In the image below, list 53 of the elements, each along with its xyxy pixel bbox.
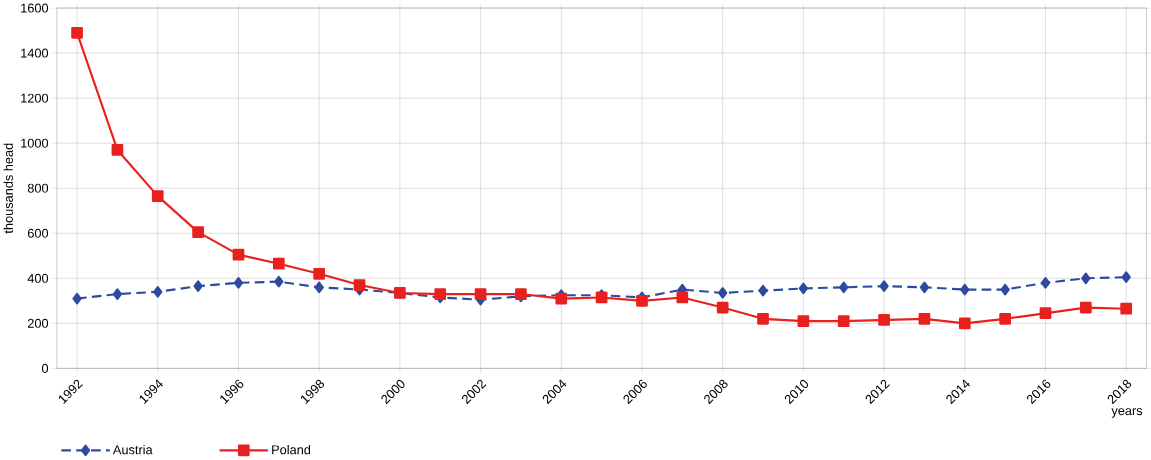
y-tick-label: 1200 [21, 93, 49, 103]
point [193, 280, 203, 293]
point [839, 281, 849, 294]
point [1121, 271, 1131, 284]
legend-label: Poland [272, 444, 311, 455]
point [798, 282, 809, 295]
point [878, 314, 890, 326]
point [716, 301, 729, 314]
point [313, 267, 326, 280]
legend-label: Austria [112, 444, 153, 455]
point [837, 315, 850, 327]
point [274, 275, 284, 288]
point [314, 281, 324, 294]
y-tick-label: 800 [27, 183, 49, 193]
point [111, 144, 124, 156]
point [192, 226, 204, 238]
point [757, 312, 769, 325]
point [879, 280, 889, 293]
point [1039, 307, 1052, 320]
point [1040, 276, 1051, 289]
y-tick-label: 0 [42, 363, 49, 373]
point [718, 287, 728, 299]
point [72, 292, 82, 305]
point [233, 276, 244, 289]
point [1000, 283, 1010, 296]
x-axis-title: years [1111, 408, 1143, 418]
point [1120, 302, 1133, 315]
point [958, 317, 971, 330]
y-tick-label: 1600 [21, 3, 49, 13]
point [153, 285, 163, 298]
point [151, 190, 164, 202]
y-tick-label: 1400 [21, 48, 49, 58]
point [999, 312, 1011, 325]
point [272, 257, 285, 270]
y-tick-label: 200 [27, 318, 49, 328]
y-tick-label: 1000 [21, 138, 49, 148]
point [232, 248, 245, 261]
point [71, 26, 83, 39]
point [676, 291, 689, 304]
point [919, 281, 930, 294]
point [112, 288, 123, 300]
point [1079, 301, 1092, 314]
point [797, 315, 810, 327]
point [353, 279, 366, 291]
point [434, 288, 447, 300]
y-tick-label: 600 [27, 228, 49, 238]
point [474, 288, 487, 300]
point [1081, 272, 1091, 285]
y-axis-title: thousands head [3, 143, 13, 234]
point [960, 283, 970, 296]
point [758, 284, 768, 297]
point [918, 312, 931, 325]
y-tick-label: 400 [27, 273, 49, 283]
